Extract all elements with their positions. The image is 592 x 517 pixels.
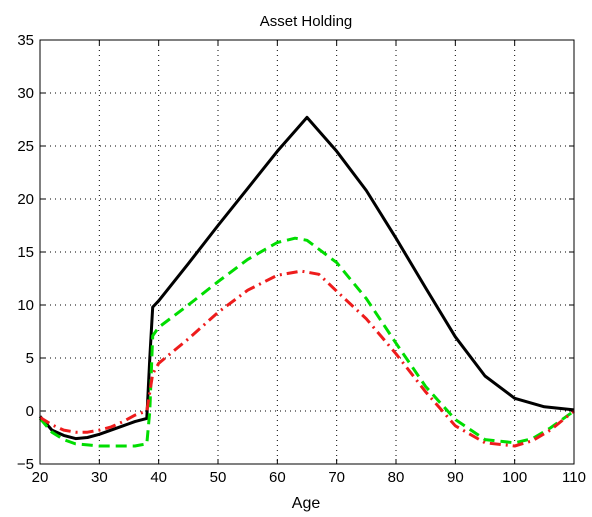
x-tick-labels: 20 30 40 50 60 70 80 90 100 110 (32, 469, 586, 486)
y-tick-label: 30 (17, 85, 34, 102)
x-tick-label: 50 (210, 469, 227, 486)
series-line-1 (38, 115, 575, 441)
y-tick-label: 0 (26, 403, 34, 420)
x-tick-label: 40 (150, 469, 167, 486)
x-tick-label: 110 (562, 469, 586, 486)
axis-ticks (39, 39, 575, 465)
x-tick-label: 80 (388, 469, 405, 486)
x-tick-label: 90 (447, 469, 464, 486)
series-line-3 (39, 269, 575, 448)
x-axis-label: Age (292, 495, 321, 512)
y-tick-labels: −5 0 5 10 15 20 25 30 35 (17, 32, 34, 473)
y-tick-label: 20 (17, 191, 34, 208)
y-tick-label: 25 (17, 138, 34, 155)
grid-lines (40, 40, 574, 464)
x-tick-label: 60 (269, 469, 286, 486)
x-tick-label: 70 (328, 469, 345, 486)
x-tick-label: 30 (91, 469, 108, 486)
series-line-2 (38, 236, 575, 448)
y-tick-label: 5 (26, 350, 34, 367)
chart-title: Asset Holding (260, 13, 353, 30)
x-tick-label: 20 (32, 469, 49, 486)
x-tick-label: 100 (502, 469, 527, 486)
y-tick-label: 35 (17, 32, 34, 49)
series-group (38, 115, 575, 448)
y-tick-label: 10 (17, 297, 34, 314)
y-tick-label: −5 (17, 456, 34, 473)
y-tick-label: 15 (17, 244, 34, 261)
